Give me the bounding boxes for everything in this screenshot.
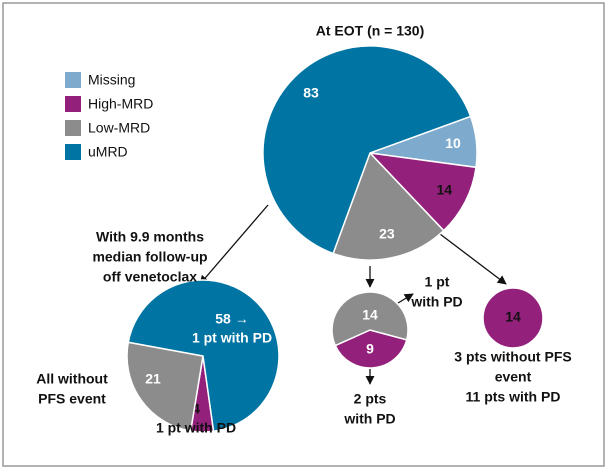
annotation: 3 pts without PFS: [454, 349, 571, 365]
legend-swatch: [65, 72, 81, 88]
pie-slice: [262, 45, 472, 255]
legend-swatch: [65, 96, 81, 112]
arrow: [199, 204, 269, 285]
pie-slice: [126, 341, 204, 432]
annotation: 11 pts with PD: [466, 389, 561, 405]
arrow: [397, 293, 414, 304]
value-label: 9: [366, 341, 374, 357]
legend-label: High-MRD: [88, 96, 153, 112]
value-label: 21: [145, 371, 161, 387]
arrows: [191, 204, 507, 417]
legend-label: Low-MRD: [88, 120, 150, 136]
pie-title: off venetoclax: [103, 269, 197, 285]
value-label: 14: [505, 309, 521, 325]
value-label: 10: [445, 135, 461, 151]
value-label: 58 →: [215, 311, 248, 327]
pie-title: At EOT (n = 130): [316, 23, 425, 39]
annotation: 1 pt: [425, 274, 450, 290]
annotation: 1 pt with PD: [156, 420, 236, 436]
annotation: with PD: [410, 294, 462, 310]
legend-swatch: [65, 120, 81, 136]
value-label: 4: [192, 401, 200, 417]
value-label: 14: [362, 307, 378, 323]
value-label: 14: [437, 182, 453, 198]
pie-title: With 9.9 months: [96, 229, 204, 245]
annotation: 2 pts: [354, 391, 387, 407]
legend-label: Missing: [88, 72, 135, 88]
annotation: with PD: [343, 411, 395, 427]
pie-title: median follow-up: [92, 249, 207, 265]
annotation: PFS event: [38, 391, 106, 407]
pie-slice: [367, 151, 477, 232]
value-label: 23: [379, 225, 395, 241]
pie-slice: [331, 291, 409, 347]
value-label: 83: [303, 85, 319, 101]
legend-swatch: [65, 144, 81, 160]
pie-slice: [127, 279, 280, 433]
annotation: event: [495, 369, 532, 385]
legend-label: uMRD: [88, 144, 128, 160]
annotation: 1 pt with PD: [192, 330, 272, 346]
annotation: All without: [36, 371, 108, 387]
arrow: [439, 233, 507, 285]
pie-slice: [482, 287, 544, 349]
pie-slice: [334, 329, 408, 369]
